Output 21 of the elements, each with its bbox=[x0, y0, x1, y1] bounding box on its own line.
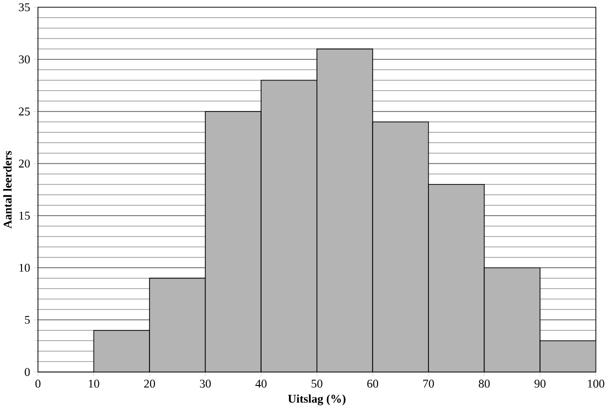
y-axis-title: Aantal leerders bbox=[3, 151, 12, 229]
x-tick-label: 30 bbox=[200, 380, 211, 388]
y-tick-label: 15 bbox=[19, 212, 30, 220]
x-tick-label: 100 bbox=[588, 380, 604, 388]
x-tick-label: 20 bbox=[144, 380, 155, 388]
y-tick-label: 20 bbox=[18, 160, 30, 168]
x-tick-label: 40 bbox=[255, 380, 267, 388]
x-axis-title: Uitslag (%) bbox=[288, 394, 346, 406]
x-tick-label: 10 bbox=[88, 380, 100, 388]
y-tick-label: 35 bbox=[18, 4, 30, 12]
y-tick-label: 10 bbox=[19, 264, 30, 272]
x-tick-label: 80 bbox=[478, 380, 490, 388]
x-tick-label: 50 bbox=[312, 380, 322, 388]
x-tick-label: 0 bbox=[35, 380, 40, 388]
y-tick-label: 0 bbox=[24, 368, 30, 376]
y-tick-label: 25 bbox=[18, 108, 30, 116]
x-tick-label: 90 bbox=[534, 380, 546, 388]
x-tick-label: 60 bbox=[367, 380, 378, 388]
x-tick-label: 70 bbox=[423, 380, 434, 388]
y-tick-label: 30 bbox=[18, 56, 30, 64]
y-tick-label: 5 bbox=[25, 316, 30, 324]
